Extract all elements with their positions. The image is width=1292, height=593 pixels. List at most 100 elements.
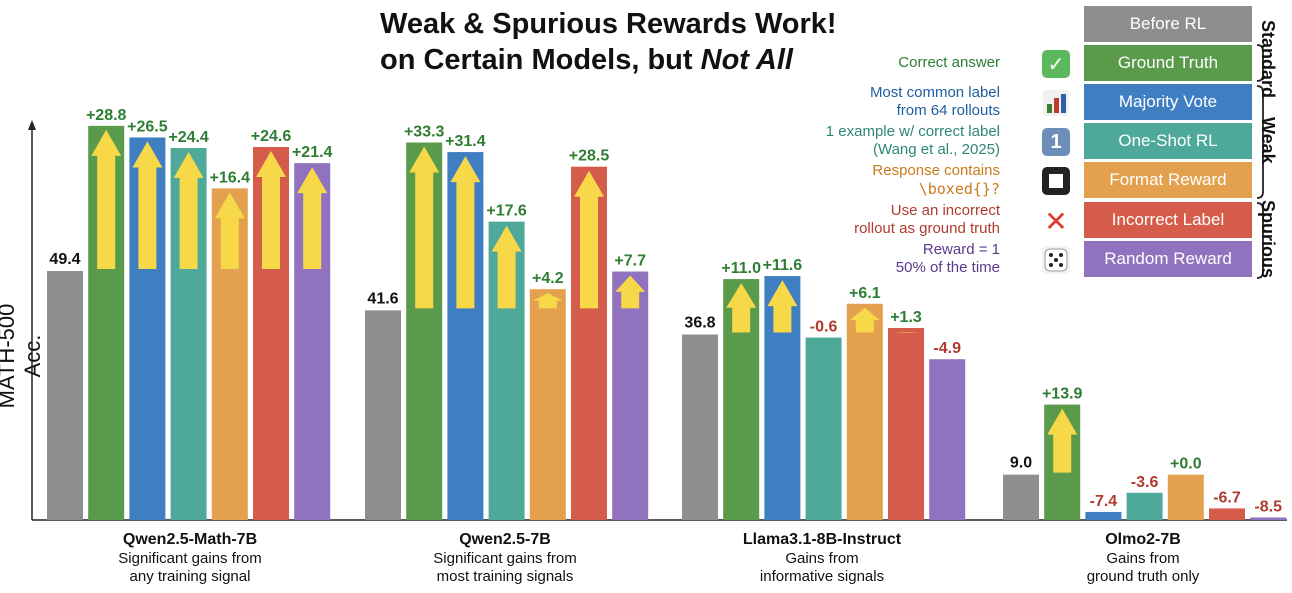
bar-delta-label: +28.5 xyxy=(569,148,610,165)
title-line-1: Weak & Spurious Rewards Work! xyxy=(380,8,837,40)
bar-delta-label: +21.4 xyxy=(292,144,333,161)
chart-title: Weak & Spurious Rewards Work! on Certain… xyxy=(380,6,850,78)
bar-one-shot-rl xyxy=(1126,492,1163,520)
bar-delta-label: -8.5 xyxy=(1254,498,1282,515)
bar-delta-label: +31.4 xyxy=(445,133,486,150)
x-category-label: Qwen2.5-7B Significant gains from most tra… xyxy=(375,530,635,586)
category-name: Llama3.1-8B-Instruct xyxy=(742,531,902,548)
bar-before-rl xyxy=(365,310,401,520)
legend-description: Use an incorrect rollout as ground truth xyxy=(770,202,1000,238)
bracket-standard xyxy=(1256,44,1264,82)
category-name: Olmo2-7B xyxy=(1105,531,1181,548)
legend-description-line: Most common label xyxy=(869,84,1000,101)
gain-arrow xyxy=(132,141,163,270)
gain-arrow xyxy=(256,151,286,270)
bar-delta-label: +1.3 xyxy=(890,309,922,326)
bracket-spurious xyxy=(1256,202,1264,279)
gain-arrow xyxy=(891,331,921,333)
legend-item: Use an incorrect rollout as ground truth ✕… xyxy=(820,202,1260,238)
bar-random-reward xyxy=(612,271,649,520)
bar-delta-label: -6.7 xyxy=(1213,489,1241,506)
number-one-icon: 1 xyxy=(1042,128,1070,156)
bar-random-reward xyxy=(1250,517,1287,520)
bar-format-reward xyxy=(1167,474,1204,520)
category-name: Qwen2.5-7B xyxy=(459,531,551,548)
legend-group-weak: Weak xyxy=(1258,117,1278,165)
category-subtitle: Significant gains from xyxy=(118,550,262,567)
bar-delta-label: +26.5 xyxy=(127,118,168,135)
square-icon xyxy=(1042,167,1070,195)
y-axis-arrowhead xyxy=(28,120,36,130)
bar-incorrect-label xyxy=(1209,508,1245,520)
legend-item: Response contains \boxed{}? Format Reward xyxy=(820,162,1260,198)
gain-arrow xyxy=(726,283,757,333)
bar-delta-label: -0.6 xyxy=(810,319,838,336)
bar-value-label: 9.0 xyxy=(1010,455,1032,472)
category-name: Qwen2.5-Math-7B xyxy=(122,531,258,548)
legend-swatch-incorrect-label: Incorrect Label xyxy=(1084,202,1252,238)
gain-arrow xyxy=(214,192,245,270)
bar-delta-label: +11.0 xyxy=(721,260,761,277)
bar-before-rl xyxy=(1003,474,1039,520)
bar-delta-label: -4.9 xyxy=(933,340,961,357)
gain-arrow xyxy=(849,307,880,333)
legend-description-line: Correct answer xyxy=(898,54,1000,71)
legend-description: Reward = 1 50% of the time xyxy=(770,241,1000,277)
legend-swatch-majority-vote: Majority Vote xyxy=(1084,84,1252,120)
bar-delta-label: +16.4 xyxy=(210,169,251,186)
title-line-2: on Certain Models, but Not All xyxy=(380,42,850,78)
legend-swatch-before-rl: Before RL xyxy=(1084,6,1252,42)
legend-description-line: from 64 rollouts xyxy=(896,102,1000,119)
legend-swatch-random-reward: Random Reward xyxy=(1084,241,1252,277)
legend-item: 1 example w/ correct label (Wang et al., … xyxy=(820,123,1260,159)
bar-delta-label: -3.6 xyxy=(1131,474,1159,491)
bar-delta-label: +24.6 xyxy=(251,128,292,145)
legend-description: Response contains \boxed{}? xyxy=(770,162,1000,198)
legend-description-line: Response contains xyxy=(872,162,1000,179)
bar-value-label: 49.4 xyxy=(49,251,80,268)
category-subtitle: Significant gains from xyxy=(433,550,577,567)
legend-item: Reward = 1 50% of the time Random Reward xyxy=(820,241,1260,277)
x-category-label: Llama3.1-8B-Instruct Gains from informativ… xyxy=(692,530,952,586)
legend-swatch-ground-truth: Ground Truth xyxy=(1084,45,1252,81)
cross-icon: ✕ xyxy=(1044,205,1068,237)
gain-arrow xyxy=(532,293,563,309)
gain-arrow xyxy=(91,129,122,270)
bar-chart-icon xyxy=(1042,89,1070,117)
bar-one-shot-rl xyxy=(805,337,842,520)
legend-description: Most common label from 64 rollouts xyxy=(770,84,1000,120)
bar-incorrect-label xyxy=(888,327,924,520)
bar-majority-vote xyxy=(1085,511,1122,520)
bar-delta-label: +11.6 xyxy=(763,257,803,274)
legend-item: Most common label from 64 rollouts Majorit… xyxy=(820,84,1260,120)
category-subtitle: ground truth only xyxy=(1086,568,1200,585)
legend-description-line: \boxed{}? xyxy=(918,180,1000,198)
bar-before-rl xyxy=(47,271,83,520)
bar-value-label: 41.6 xyxy=(367,290,398,307)
gain-arrow xyxy=(450,156,481,309)
bar-format-reward xyxy=(846,303,883,520)
category-subtitle: most training signals xyxy=(436,568,574,585)
legend-description-line: Reward = 1 xyxy=(922,241,1000,258)
legend-description-line: rollout as ground truth xyxy=(854,220,1000,237)
gain-arrow xyxy=(297,167,328,270)
legend-description-line: 1 example w/ correct label xyxy=(825,123,1000,140)
bar-delta-label: -7.4 xyxy=(1090,493,1118,510)
category-subtitle: informative signals xyxy=(759,568,885,585)
bar-delta-label: +0.0 xyxy=(1170,456,1202,473)
x-category-label: Qwen2.5-Math-7B Significant gains from any… xyxy=(60,530,320,586)
bar-delta-label: +17.6 xyxy=(486,203,527,220)
legend-description-line: Use an incorrect xyxy=(890,202,1000,219)
legend-group-standard: Standard xyxy=(1258,20,1278,98)
category-subtitle: any training signal xyxy=(129,568,251,585)
bar-delta-label: +4.2 xyxy=(532,270,564,287)
gain-arrow xyxy=(1047,408,1078,473)
gain-arrow xyxy=(767,280,798,333)
legend-description: Correct answer xyxy=(770,54,1000,72)
bar-delta-label: +7.7 xyxy=(614,253,646,270)
bar-before-rl xyxy=(682,334,718,520)
bracket-weak xyxy=(1256,85,1264,199)
check-mark-icon: ✓ xyxy=(1042,50,1070,78)
legend-item: Before RL xyxy=(820,6,1260,42)
